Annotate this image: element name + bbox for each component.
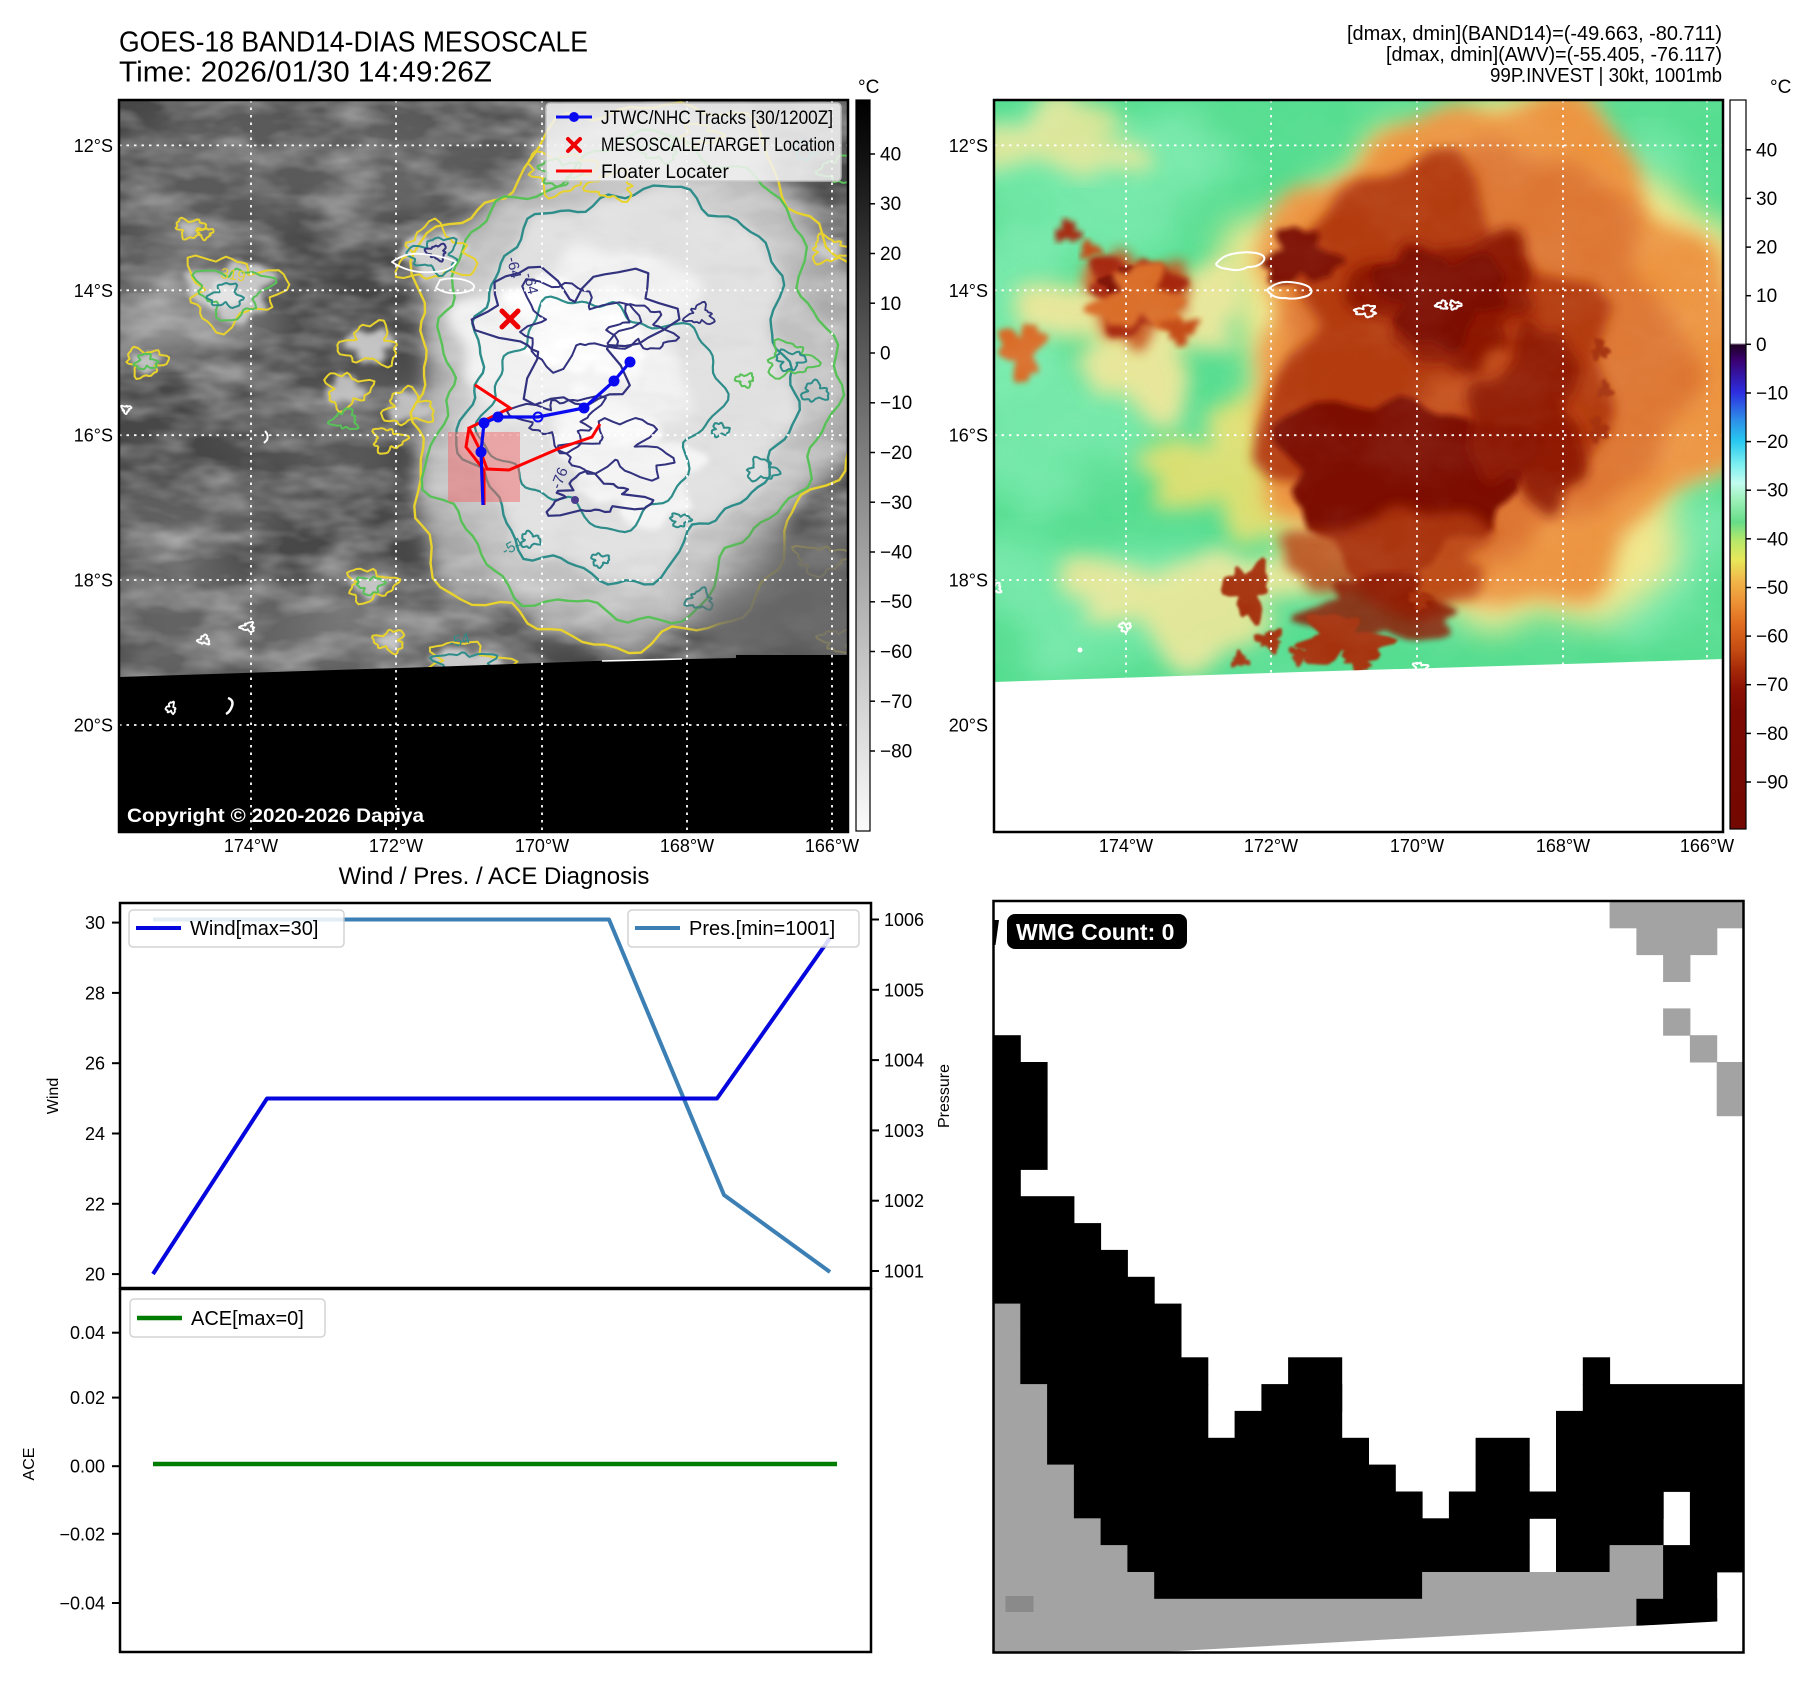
svg-text:Pressure: Pressure [936, 1064, 953, 1128]
svg-text:−30: −30 [880, 493, 912, 514]
svg-text:−0.02: −0.02 [59, 1524, 105, 1544]
svg-text:10: 10 [880, 294, 901, 315]
svg-text:1002: 1002 [884, 1191, 924, 1211]
svg-text:−0.04: −0.04 [59, 1594, 105, 1614]
svg-text:319: 319 [219, 265, 246, 285]
svg-text:°C: °C [858, 77, 879, 98]
svg-text:MESOSCALE/TARGET Location: MESOSCALE/TARGET Location [601, 135, 835, 156]
svg-text:−90: −90 [1756, 773, 1788, 794]
svg-text:10: 10 [1756, 286, 1777, 307]
svg-text:−20: −20 [880, 443, 912, 464]
svg-text:Wind[max=30]: Wind[max=30] [190, 918, 318, 940]
svg-text:−80: −80 [880, 742, 912, 763]
svg-text:30: 30 [85, 913, 105, 933]
svg-text:0.02: 0.02 [70, 1388, 105, 1408]
svg-text:20: 20 [880, 244, 901, 265]
svg-text:−40: −40 [880, 543, 912, 564]
svg-text:−30: −30 [1756, 481, 1788, 502]
svg-text:−20: −20 [1756, 432, 1788, 453]
svg-text:0: 0 [880, 344, 891, 365]
svg-text:Wind / Pres. / ACE Diagnosis: Wind / Pres. / ACE Diagnosis [339, 863, 650, 890]
svg-text:30: 30 [1756, 189, 1777, 210]
svg-text:0: 0 [1756, 335, 1767, 356]
svg-text:26: 26 [85, 1054, 105, 1074]
svg-text:−10: −10 [1756, 384, 1788, 405]
svg-text:−60: −60 [1756, 627, 1788, 648]
svg-text:-64: -64 [503, 255, 524, 280]
svg-text:Floater Locater: Floater Locater [601, 162, 729, 183]
svg-text:22: 22 [85, 1194, 105, 1214]
svg-text:-54: -54 [447, 630, 472, 652]
svg-text:−60: −60 [880, 642, 912, 663]
svg-text:GOES-18 BAND14-DIAS MESOSCALE: GOES-18 BAND14-DIAS MESOSCALE [119, 27, 588, 59]
svg-text:1004: 1004 [884, 1051, 924, 1071]
svg-text:172°W: 172°W [369, 836, 423, 856]
svg-text:[dmax, dmin](AWV)=(-55.405, -7: [dmax, dmin](AWV)=(-55.405, -76.117) [1386, 44, 1722, 66]
svg-text:30: 30 [880, 194, 901, 215]
svg-text:1006: 1006 [884, 910, 924, 930]
svg-text:Wind: Wind [45, 1078, 62, 1114]
svg-text:°C: °C [1770, 77, 1791, 98]
svg-text:12°S: 12°S [949, 136, 988, 156]
svg-text:−50: −50 [1756, 578, 1788, 599]
svg-text:24: 24 [85, 1124, 105, 1144]
svg-text:20°S: 20°S [949, 716, 988, 736]
svg-text:−70: −70 [1756, 675, 1788, 696]
svg-text:−70: −70 [880, 692, 912, 713]
svg-text:40: 40 [1756, 140, 1777, 161]
svg-text:0.00: 0.00 [70, 1457, 105, 1477]
svg-text:Time: 2026/01/30 14:49:26Z: Time: 2026/01/30 14:49:26Z [119, 56, 492, 88]
svg-text:−50: −50 [880, 592, 912, 613]
svg-text:12°S: 12°S [74, 136, 113, 156]
svg-text:20°S: 20°S [74, 716, 113, 736]
svg-text:166°W: 166°W [805, 836, 859, 856]
svg-text:1005: 1005 [884, 980, 924, 1000]
svg-text:166°W: 166°W [1680, 836, 1734, 856]
svg-text:1001: 1001 [884, 1262, 924, 1282]
svg-text:18°S: 18°S [949, 571, 988, 591]
svg-text:16°S: 16°S [949, 426, 988, 446]
svg-text:Copyright © 2020-2026 Dapiya: Copyright © 2020-2026 Dapiya [127, 805, 424, 827]
svg-text:ACE[max=0]: ACE[max=0] [191, 1308, 304, 1330]
svg-text:99P.INVEST | 30kt, 1001mb: 99P.INVEST | 30kt, 1001mb [1490, 65, 1722, 87]
svg-text:14°S: 14°S [949, 281, 988, 301]
svg-text:−10: −10 [880, 393, 912, 414]
svg-text:Pres.[min=1001]: Pres.[min=1001] [689, 918, 835, 940]
svg-text:170°W: 170°W [515, 836, 569, 856]
svg-text:168°W: 168°W [1536, 836, 1590, 856]
svg-text:1003: 1003 [884, 1121, 924, 1141]
svg-text:20: 20 [1756, 238, 1777, 259]
svg-text:18°S: 18°S [74, 571, 113, 591]
svg-text:40: 40 [880, 145, 901, 166]
svg-text:-76: -76 [548, 465, 572, 491]
svg-text:JTWC/NHC Tracks [30/1200Z]: JTWC/NHC Tracks [30/1200Z] [601, 108, 833, 129]
svg-text:170°W: 170°W [1390, 836, 1444, 856]
svg-text:0.04: 0.04 [70, 1323, 105, 1343]
svg-text:174°W: 174°W [1099, 836, 1153, 856]
svg-text:28: 28 [85, 983, 105, 1003]
svg-text:174°W: 174°W [224, 836, 278, 856]
svg-text:ACE: ACE [21, 1448, 38, 1481]
svg-text:WMG Count: 0: WMG Count: 0 [1016, 919, 1174, 945]
svg-text:16°S: 16°S [74, 426, 113, 446]
svg-text:−80: −80 [1756, 724, 1788, 745]
svg-text:168°W: 168°W [660, 836, 714, 856]
svg-text:172°W: 172°W [1244, 836, 1298, 856]
svg-text:14°S: 14°S [74, 281, 113, 301]
svg-text:[dmax, dmin](BAND14)=(-49.663,: [dmax, dmin](BAND14)=(-49.663, -80.711) [1347, 23, 1722, 45]
svg-text:−40: −40 [1756, 529, 1788, 550]
svg-text:20: 20 [85, 1265, 105, 1285]
